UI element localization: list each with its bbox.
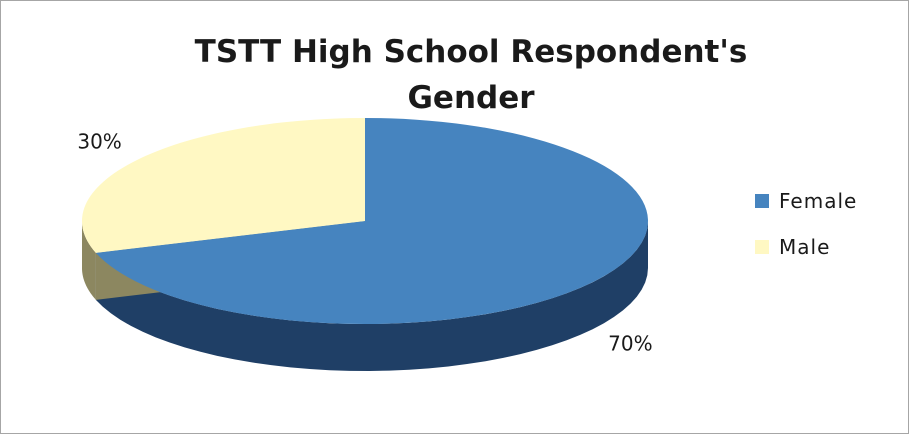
pie-slice-female [95, 118, 648, 325]
data-label-male: 30% [77, 130, 121, 154]
chart-title-line-2: Gender [407, 80, 535, 116]
data-label-female: 70% [608, 331, 652, 355]
legend: Female Male [755, 187, 857, 279]
legend-swatch-female [755, 194, 769, 208]
chart-title: TSTT High School Respondent's Gender [121, 29, 821, 121]
legend-label-female: Female [779, 189, 858, 213]
chart-title-line-1: TSTT High School Respondent's [194, 34, 748, 70]
pie-side-female [95, 221, 649, 371]
legend-item-female: Female [755, 187, 857, 215]
legend-swatch-male [755, 240, 769, 254]
pie-slice-male [81, 118, 366, 253]
legend-label-male: Male [779, 235, 831, 259]
legend-item-male: Male [755, 233, 857, 261]
pie-side-male [82, 221, 96, 300]
